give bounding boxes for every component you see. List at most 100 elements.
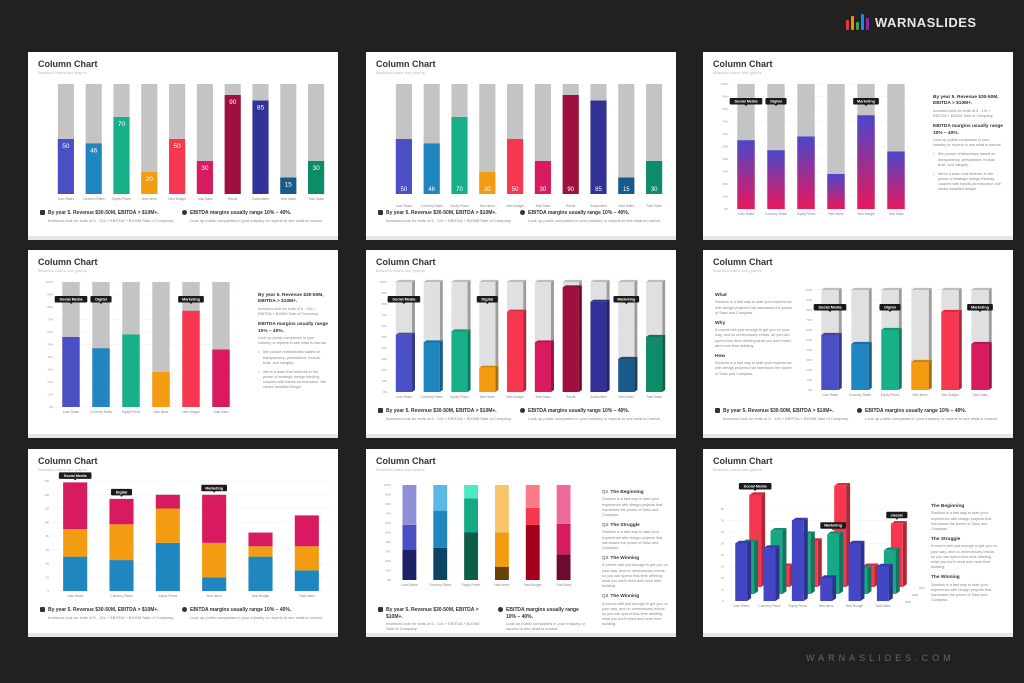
slide-thumbnail[interactable]: Column Chart Beautiful charts and graphs 0… (28, 250, 338, 438)
callout-text: Digital (116, 490, 128, 494)
bar-side (888, 563, 893, 601)
footer-note-title: EBITDA margins usually range 10% – 40%. (190, 607, 292, 613)
bar-segment (202, 577, 227, 591)
x-tick-label: Currency Rates (421, 204, 444, 208)
bar-top (562, 285, 582, 288)
bar (827, 534, 840, 594)
footer-note-ebitda: EBITDA margins usually range 10% – 40%. L… (182, 210, 330, 223)
footer-note-revenue: By year 5. Revenue $30-50M, EBITDA > $10… (40, 210, 188, 223)
slide-thumbnail[interactable]: Column Chart Beautiful charts and graphs 0… (703, 52, 1013, 240)
y-tick-label: 30% (722, 170, 728, 174)
slide-thumbnail[interactable]: Column Chart Beautiful charts and graphs 0… (366, 449, 676, 637)
y-tick-label: 30% (806, 358, 812, 362)
bar-side (867, 565, 872, 594)
y-tick-label: 20% (385, 559, 391, 563)
quarter-label: Q2 (602, 522, 609, 528)
bar (590, 301, 607, 392)
calculator-icon (378, 408, 383, 413)
footer-note-text: Investors look for exits of 5 - 12x + EB… (386, 217, 512, 223)
callout-pointer (774, 104, 778, 106)
note-text: Stadium is a fast way to start your expe… (715, 361, 793, 376)
bar (62, 337, 80, 407)
bar-side (411, 332, 415, 392)
bar (507, 139, 524, 194)
footer-note-text: Look up public companies in your industr… (528, 415, 661, 421)
x-tick-label: Total Sales (972, 393, 988, 397)
bar (57, 139, 74, 194)
bar (451, 117, 468, 194)
y-tick-label: 10 (721, 588, 725, 592)
x-tick-label: New Items (480, 204, 495, 208)
bar-top (770, 527, 787, 531)
y-tick-label: 80% (381, 302, 387, 306)
y-tick-label: 90% (385, 493, 391, 497)
slide-thumbnail[interactable]: Column Chart Beautiful charts and graphs L… (28, 52, 338, 240)
footer-note-title: By year 5. Revenue $30-50M, EBITDA > $10… (723, 408, 834, 414)
bar (479, 172, 496, 194)
callout-label: Social Media (813, 304, 847, 312)
footer-note-text: Look up public companies in your industr… (865, 415, 998, 421)
footer-note-text: Investors look for exits of 5 - 12x + EB… (386, 621, 480, 632)
x-tick-label: New Items (912, 393, 927, 397)
footer-note-text: Look up public companies in your industr… (190, 217, 323, 223)
data-label: 50 (173, 143, 181, 150)
bar (911, 362, 929, 390)
slide-thumbnail[interactable]: Column Chart Beautiful charts and graphs 0… (703, 449, 1013, 637)
bar-side (775, 545, 780, 601)
y-tick-label: 40% (47, 355, 53, 359)
bar-side (523, 309, 527, 392)
slide-title: Column Chart (376, 59, 436, 69)
callout-pointer (624, 302, 628, 304)
side-notes: By year 5. Revenue $30-50M, EBITDA > $10… (258, 288, 328, 390)
bar-side (803, 517, 808, 601)
callout-box (201, 484, 228, 492)
callout-label: Digital (476, 296, 498, 304)
footer-note-title: By year 5. Revenue $30-50M, EBITDA > $10… (386, 210, 497, 216)
y-tick-label: 70% (722, 120, 728, 124)
y-tick-label: 50 (721, 542, 725, 546)
slide-thumbnail[interactable]: Column Chart Beautiful charts and graphs 0… (366, 250, 676, 438)
slide-thumbnail[interactable]: Column Chart Beautiful charts and graphs 0… (28, 449, 338, 637)
slide-thumbnail[interactable]: Column Chart Beautiful charts and graphs 0… (703, 250, 1013, 438)
note-bullet: We're a team that believes in the power … (258, 370, 328, 391)
note-heading-text: The Beginning (931, 504, 965, 509)
slide-footer-strip (703, 633, 1013, 637)
bar (737, 140, 755, 209)
slide-thumbnail[interactable]: Column Chart Beautiful charts and graphs L… (366, 52, 676, 240)
x-tick-label: Subscribers (590, 204, 607, 208)
slide-footer-strip (703, 434, 1013, 438)
bar (169, 139, 186, 194)
bar-side (958, 309, 962, 390)
slide-title: Column Chart (713, 456, 773, 466)
x-tick-label: New Budget (506, 395, 523, 399)
x-tick-label: Equity Prices (112, 197, 131, 201)
quarter-label: Q3 (602, 555, 609, 561)
y-tick-label: 100% (46, 280, 54, 284)
callout-pointer (402, 302, 406, 304)
y-tick-label: 40 (721, 553, 725, 557)
callout-box (765, 98, 787, 105)
callout-pointer (895, 518, 899, 520)
bar-segment (494, 566, 509, 580)
y-tick-label: 120 (44, 507, 49, 511)
data-label: 30 (540, 187, 547, 193)
y-tick-label: 20% (806, 368, 812, 372)
bar-segment (248, 546, 273, 557)
x-tick-label: New Sales (619, 204, 635, 208)
bar-segment (248, 532, 273, 547)
bar-segment (155, 542, 180, 591)
callout-pointer (73, 478, 77, 481)
x-tick-label: Currency Rates (110, 594, 133, 598)
note-heading: How (715, 354, 793, 360)
bar-top (735, 540, 752, 544)
series-label: 2016 (912, 593, 919, 597)
y-tick-label: 0% (387, 578, 392, 582)
bar-side (467, 329, 471, 392)
bar-segment (433, 485, 448, 511)
x-tick-label: Equity Prices (450, 204, 469, 208)
x-tick-label: Total Sales (888, 212, 904, 216)
bar (848, 543, 861, 601)
slide-footer-strip (366, 633, 676, 637)
bar (507, 311, 524, 392)
column-chart: 0% 10% 20% 30% 40% 50% 60% 70% 80% 90% 100% Loan Ra… (380, 279, 668, 399)
